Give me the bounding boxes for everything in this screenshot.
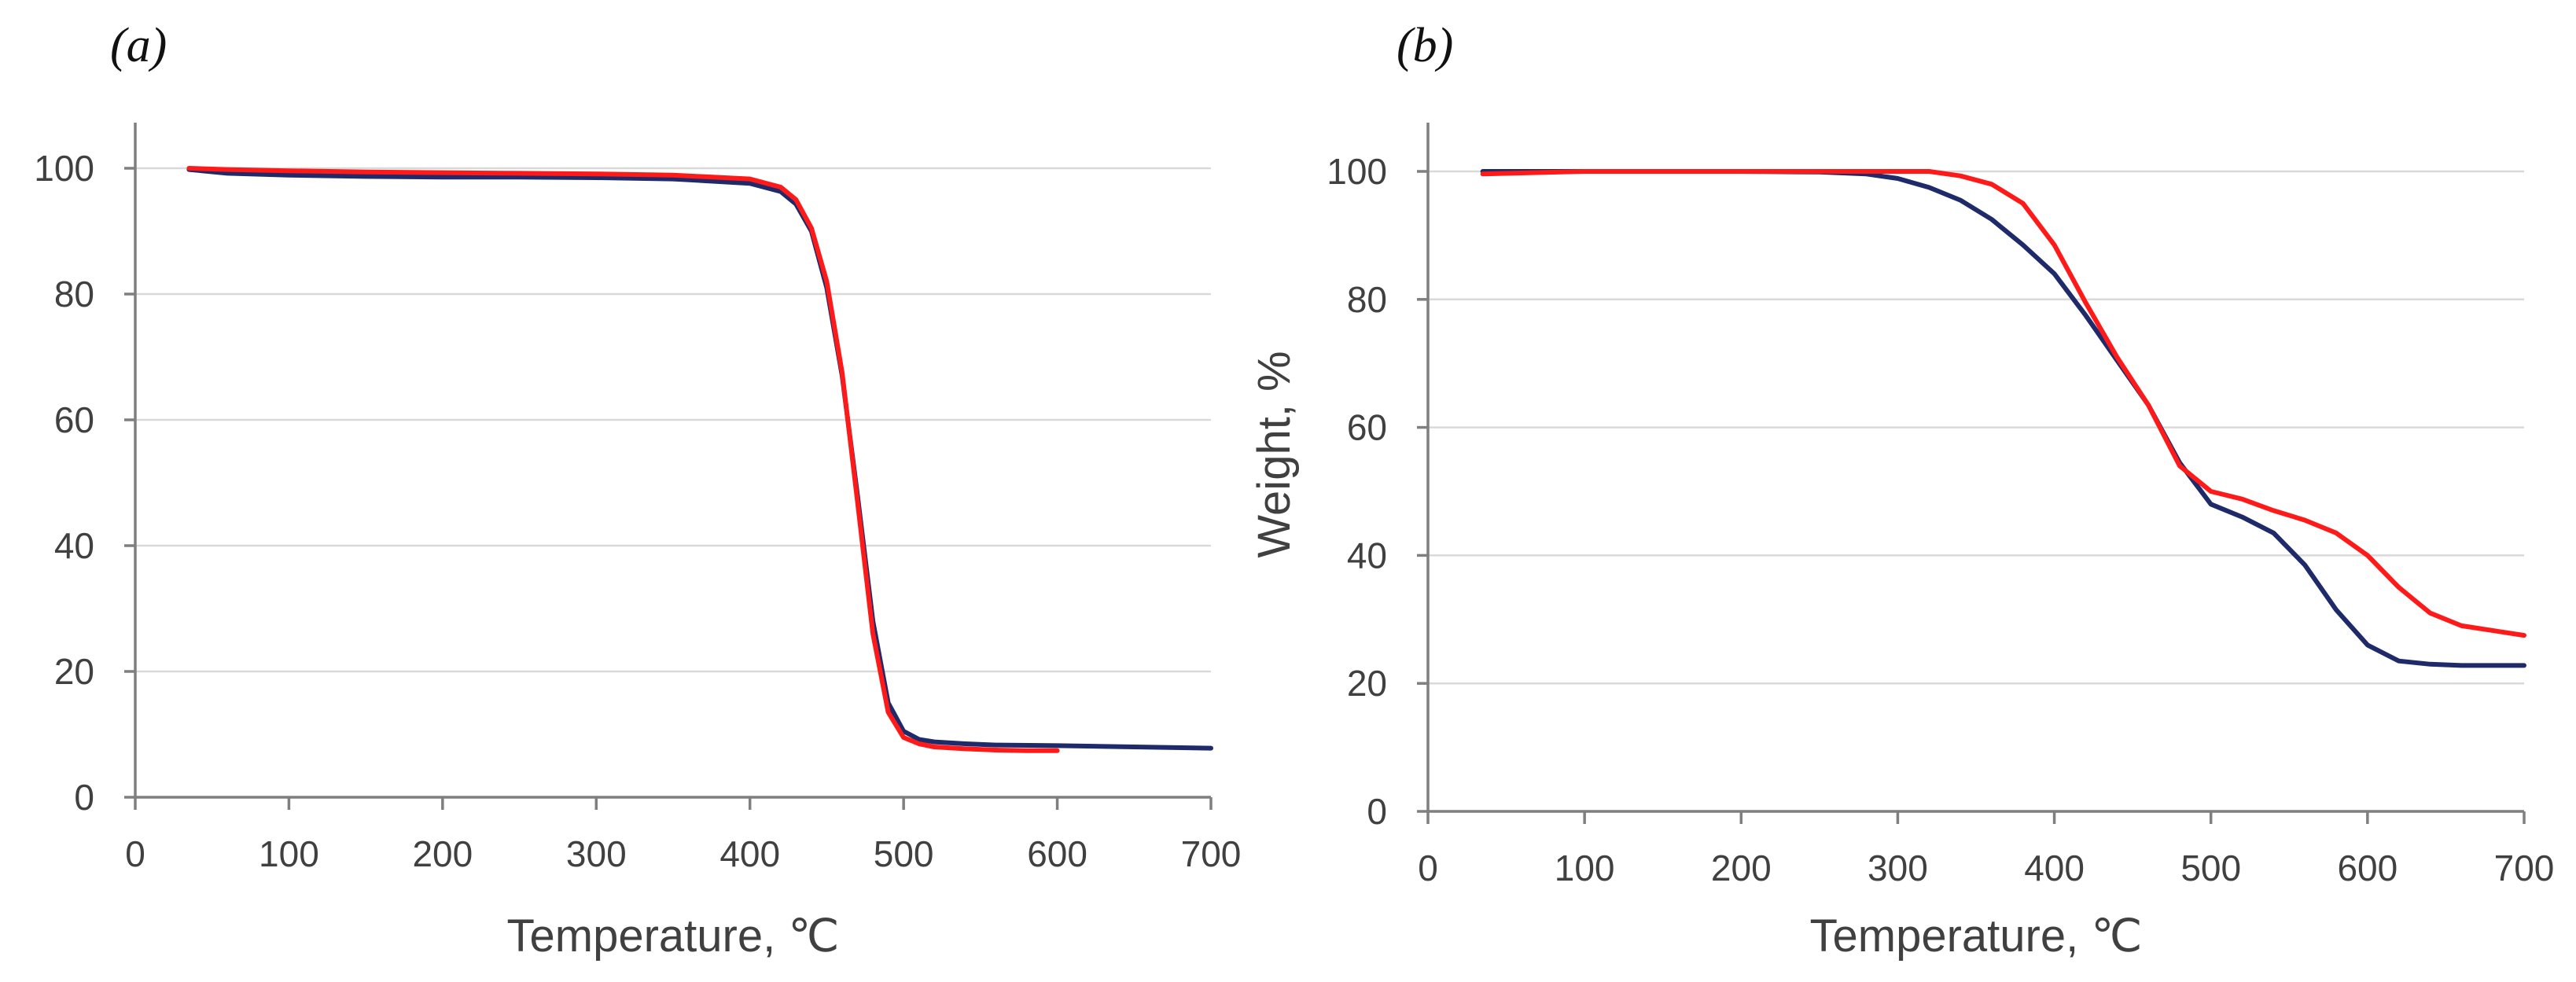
series-line-navy xyxy=(186,167,1213,751)
chart-panel-a: 0 20 40 60 80 100 0 100 200 300 400 500 600 700 (a) Tem… xyxy=(34,19,1241,962)
y-tick-label: 40 xyxy=(54,525,94,566)
x-tick-label: 600 xyxy=(1027,833,1087,874)
y-tick-label: 80 xyxy=(1347,279,1387,320)
x-tick-label: 100 xyxy=(259,833,319,874)
series-line-navy xyxy=(1480,169,2526,668)
x-tick-label: 700 xyxy=(2494,848,2555,888)
x-tick-label: 500 xyxy=(2180,848,2241,888)
x-tick-label: 400 xyxy=(719,833,780,874)
series-line-red xyxy=(186,166,1060,753)
y-tick-label: 100 xyxy=(1327,151,1387,192)
y-tick-label: 20 xyxy=(1347,663,1387,704)
y-tick-label: 20 xyxy=(54,651,94,692)
series-line-red xyxy=(1480,169,2526,638)
y-tick-label: 40 xyxy=(1347,535,1387,576)
x-tick-label: 400 xyxy=(2024,848,2085,888)
y-tick-label: 0 xyxy=(74,777,94,818)
x-tick-label: 600 xyxy=(2337,848,2398,888)
y-tick-label: 100 xyxy=(34,148,94,189)
y-tick-label: 0 xyxy=(1367,791,1387,832)
panel-label: (a) xyxy=(110,19,167,72)
x-tick-label: 200 xyxy=(1711,848,1772,888)
x-tick-label: 300 xyxy=(1868,848,1928,888)
y-tick-label: 60 xyxy=(1347,407,1387,448)
chart-panel-b: 0 20 40 60 80 100 0 100 200 300 400 500 600 700 (b) Tem… xyxy=(1249,19,2554,962)
x-tick-label: 300 xyxy=(566,833,627,874)
x-tick-label: 0 xyxy=(1418,848,1438,888)
panel-label: (b) xyxy=(1397,19,1453,72)
x-tick-label: 700 xyxy=(1181,833,1242,874)
x-axis-title: Temperature, ℃ xyxy=(507,910,840,962)
x-axis-title: Temperature, ℃ xyxy=(1810,910,2143,962)
x-tick-label: 500 xyxy=(874,833,934,874)
x-tick-label: 0 xyxy=(125,833,145,874)
y-axis-title: Weight, % xyxy=(1249,351,1300,557)
y-tick-label: 80 xyxy=(54,274,94,314)
x-tick-label: 200 xyxy=(412,833,473,874)
y-tick-label: 60 xyxy=(54,399,94,440)
x-tick-label: 100 xyxy=(1555,848,1615,888)
